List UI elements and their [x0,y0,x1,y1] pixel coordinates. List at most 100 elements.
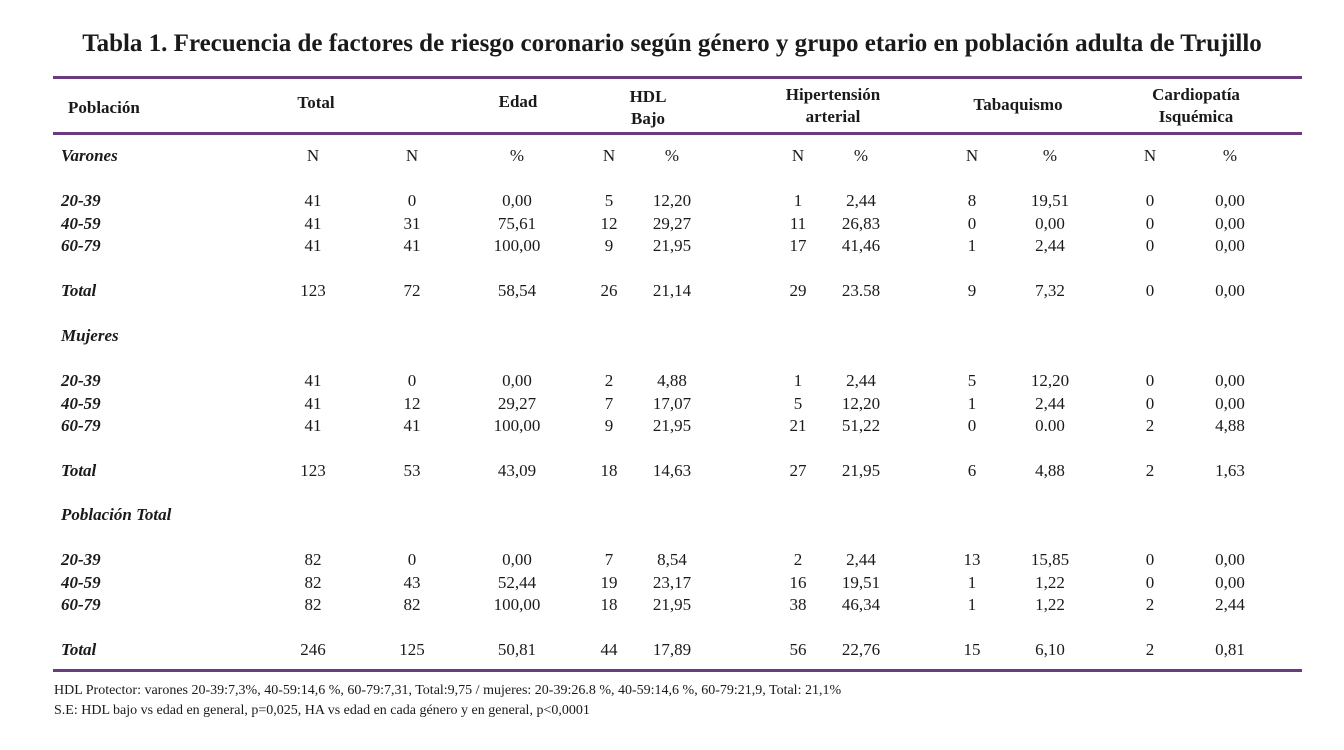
table-cell: 0,00 [1035,214,1065,233]
table-cell: 21,95 [652,416,692,435]
table-cell: 1,22 [1035,595,1065,614]
table-cell: 82 [304,550,322,569]
total-label: Total [61,461,97,480]
table-cell: 0,00 [1215,371,1245,390]
table-cell: 2 [604,371,614,390]
total-cell: 246 [300,640,326,659]
row-label: 40-59 [61,573,101,592]
subheader-cell: % [664,146,680,165]
total-cell: 6,10 [1035,640,1065,659]
total-cell: 18 [600,461,618,480]
table-cell: 41 [304,371,322,390]
subheader-cell: % [1042,146,1058,165]
total-cell: 26 [600,281,618,300]
subheader-cell: N [405,146,419,165]
total-cell: 22,76 [841,640,881,659]
row-label: 20-39 [61,550,101,569]
row-label: 40-59 [61,214,101,233]
table-cell: 100,00 [493,595,541,614]
table-cell: 0,00 [502,191,532,210]
table-cell: 0,00 [1215,394,1245,413]
table-cell: 0 [967,416,977,435]
total-cell: 7,32 [1035,281,1065,300]
table-cell: 4,88 [1215,416,1245,435]
table-cell: 1 [967,394,977,413]
total-cell: 2 [1145,461,1155,480]
total-cell: 123 [300,461,326,480]
subheader-cell: % [1222,146,1238,165]
table-cell: 0 [407,550,417,569]
total-label: Total [61,640,97,659]
table-cell: 23,17 [652,573,692,592]
table-cell: 21,95 [652,595,692,614]
table-cell: 1 [967,573,977,592]
table-cell: 41,46 [841,236,881,255]
table-cell: 82 [304,573,322,592]
subheader-cell: % [509,146,525,165]
row-label: 60-79 [61,236,101,255]
header-poblacion: Población [68,98,140,117]
header-cardiopatia: Cardiopatía Isquémica [1152,84,1240,128]
header-hdl-line1: HDL [629,87,667,106]
table-cell: 0,00 [502,550,532,569]
table-cell: 100,00 [493,416,541,435]
table-cell: 0 [1145,550,1155,569]
total-cell: 21,95 [841,461,881,480]
subheader-cell: N [306,146,320,165]
table-cell: 1 [793,191,803,210]
total-cell: 50,81 [497,640,537,659]
total-cell: 123 [300,281,326,300]
table-cell: 41 [304,236,322,255]
total-cell: 17,89 [652,640,692,659]
table-cell: 7 [604,394,614,413]
header-hipertension-line1: Hipertensión [785,85,881,104]
table-cell: 29,27 [652,214,692,233]
total-cell: 27 [789,461,807,480]
row-label: 60-79 [61,595,101,614]
subheader-cell: N [602,146,616,165]
group-label: Población Total [61,505,172,524]
table-cell: 2 [1145,416,1155,435]
table-cell: 5 [793,394,803,413]
table-cell: 1 [967,595,977,614]
table-cell: 0 [407,191,417,210]
table-cell: 13 [963,550,981,569]
table-cell: 12,20 [841,394,881,413]
table-cell: 12 [600,214,618,233]
table-cell: 100,00 [493,236,541,255]
total-cell: 0,81 [1215,640,1245,659]
group-label: Mujeres [61,326,119,345]
total-label: Total [61,281,97,300]
table-cell: 11 [789,214,807,233]
subheader-cell: N [1143,146,1157,165]
table-cell: 2,44 [1035,236,1065,255]
table-cell: 82 [304,595,322,614]
table-cell: 31 [403,214,421,233]
header-edad: Edad [498,92,538,111]
table-cell: 1,22 [1035,573,1065,592]
table-cell: 2,44 [846,191,876,210]
header-cardiopatia-line2: Isquémica [1158,107,1234,126]
header-hdl-line2: Bajo [631,109,665,128]
table-cell: 8 [967,191,977,210]
header-rule [53,132,1302,135]
subheader-cell: N [791,146,805,165]
table-cell: 46,34 [841,595,881,614]
table-cell: 41 [403,236,421,255]
table-cell: 0,00 [1215,214,1245,233]
table-cell: 5 [967,371,977,390]
table-cell: 0 [1145,236,1155,255]
total-cell: 6 [967,461,977,480]
total-cell: 125 [399,640,425,659]
table-title: Tabla 1. Frecuencia de factores de riesg… [82,30,1262,57]
total-cell: 0,00 [1215,281,1245,300]
table-cell: 0 [1145,191,1155,210]
table-cell: 4,88 [657,371,687,390]
table-cell: 41 [304,394,322,413]
total-cell: 56 [789,640,807,659]
total-cell: 21,14 [652,281,692,300]
table-cell: 41 [304,214,322,233]
table-cell: 0 [967,214,977,233]
table-cell: 21,95 [652,236,692,255]
table-cell: 2,44 [846,371,876,390]
